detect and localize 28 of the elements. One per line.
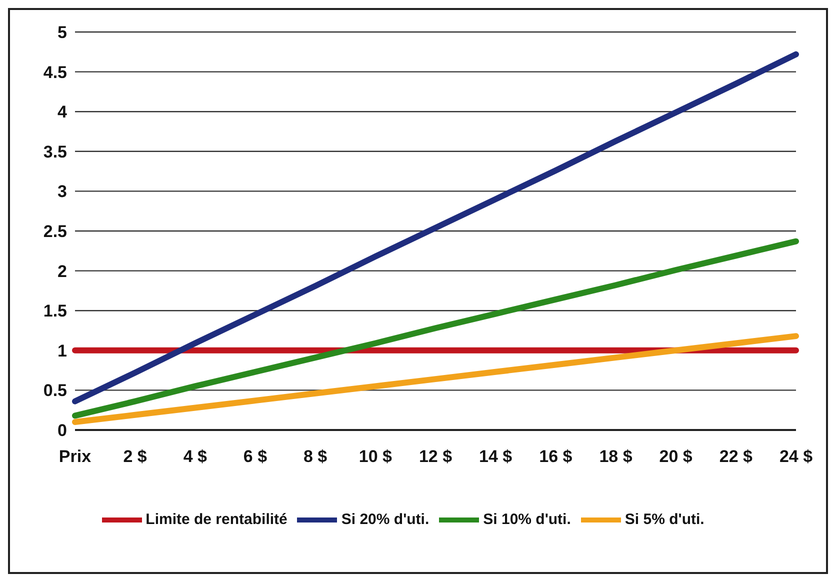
x-tick-label: 16 $ bbox=[539, 447, 573, 466]
x-tick-label: 24 $ bbox=[779, 447, 814, 466]
y-tick-label: 2 bbox=[58, 262, 67, 281]
y-tick-label: 0.5 bbox=[43, 381, 67, 400]
y-tick-label: 3 bbox=[58, 182, 67, 202]
x-tick-label: 10 $ bbox=[358, 447, 392, 466]
x-tick-label: 20 $ bbox=[659, 447, 693, 466]
x-tick-label: 6 $ bbox=[243, 447, 268, 466]
x-tick-label: 12 $ bbox=[418, 447, 453, 466]
y-tick-label: 1.5 bbox=[43, 302, 67, 321]
x-tick-label: 2 $ bbox=[123, 447, 148, 466]
y-tick-label: 4.5 bbox=[43, 62, 67, 82]
y-tick-label: 1 bbox=[58, 341, 67, 360]
y-tick-label: 5 bbox=[58, 23, 67, 42]
y-tick-label: 0 bbox=[58, 421, 67, 440]
x-tick-label: 8 $ bbox=[304, 447, 328, 466]
y-tick-label: 4 bbox=[58, 102, 68, 122]
x-tick-label: 18 $ bbox=[599, 447, 633, 466]
x-tick-label: Prix bbox=[58, 447, 92, 466]
y-tick-label: 2.5 bbox=[43, 222, 67, 242]
legend-label: Si 10% d'uti. bbox=[483, 510, 571, 528]
y-tick-label: 3.5 bbox=[43, 142, 67, 162]
legend-label: Limite de rentabilité bbox=[146, 510, 288, 528]
legend-label: Si 5% d'uti. bbox=[624, 510, 704, 528]
x-tick-label: 4 $ bbox=[183, 447, 208, 466]
legend-label: Si 20% d'uti. bbox=[341, 510, 430, 528]
x-tick-label: 22 $ bbox=[719, 447, 753, 466]
x-tick-label: 14 $ bbox=[479, 447, 513, 466]
